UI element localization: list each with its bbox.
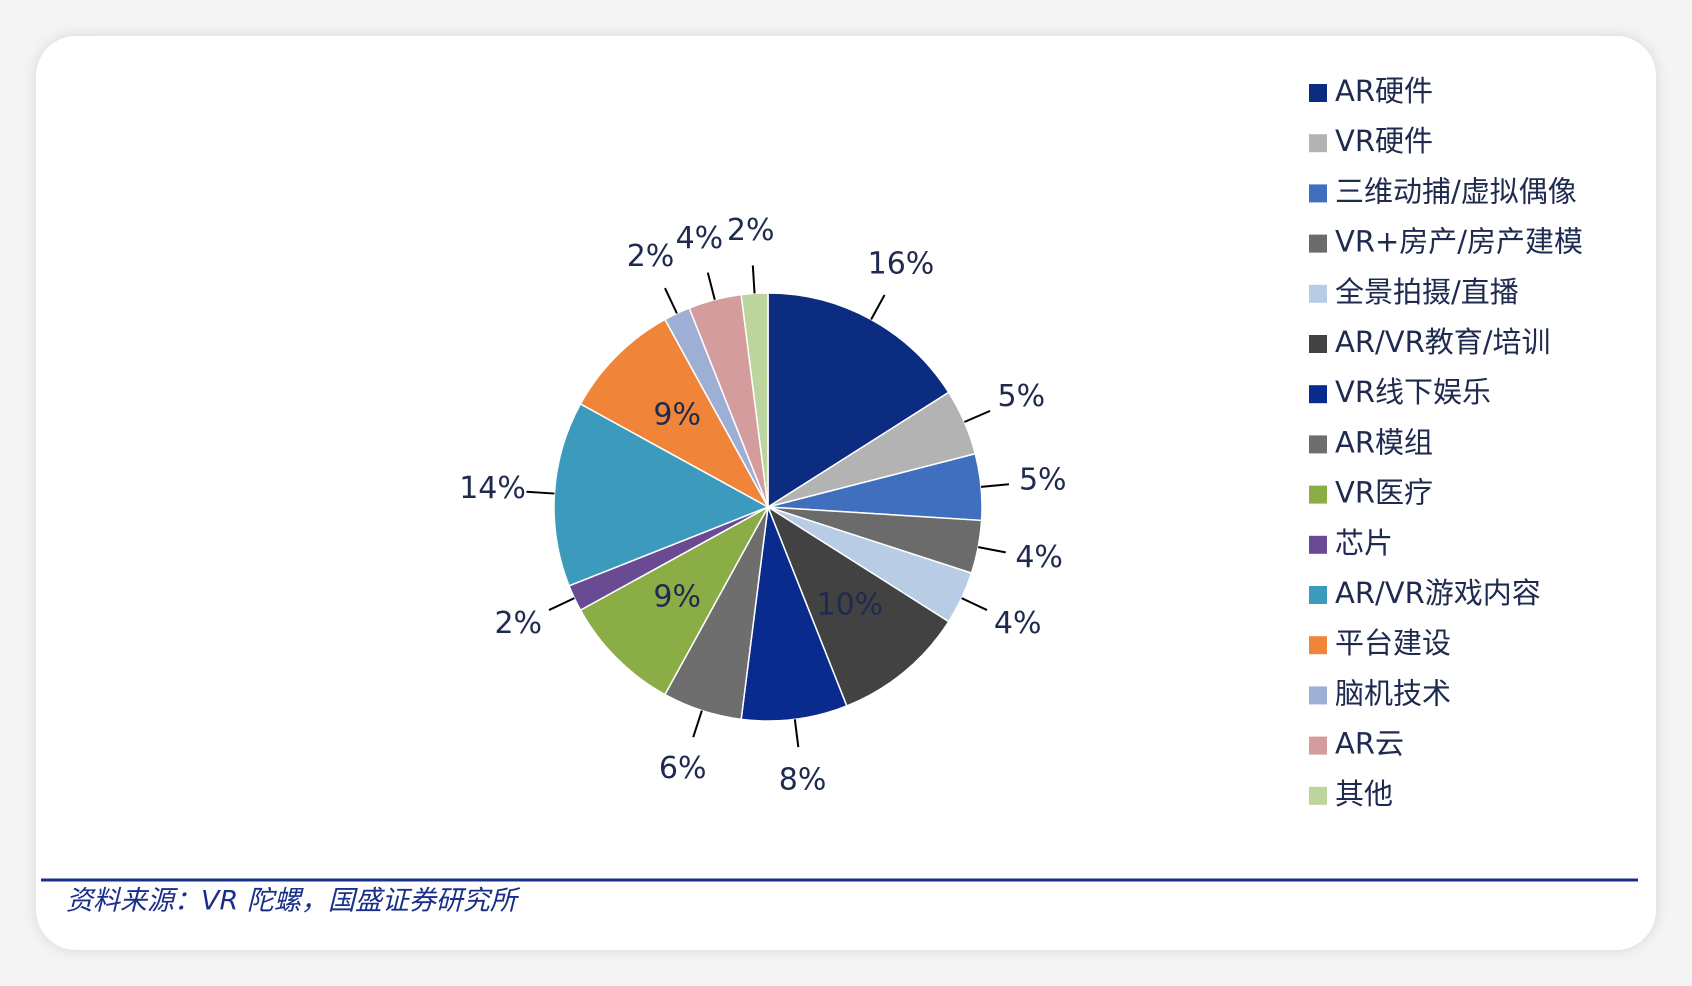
legend-swatch (1309, 786, 1327, 805)
leader-line (961, 597, 988, 611)
legend-label: VR医疗 (1335, 476, 1433, 510)
value-label: 9% (653, 579, 701, 614)
legend-label: AR/VR游戏内容 (1335, 576, 1541, 610)
value-label: 10% (817, 587, 884, 622)
legend-label: AR模组 (1335, 425, 1433, 459)
legend-label: VR硬件 (1335, 124, 1433, 158)
legend-swatch (1309, 686, 1327, 705)
leader-line (706, 272, 716, 300)
legend-label: AR硬件 (1335, 74, 1433, 108)
leader-line (978, 546, 1006, 554)
legend-swatch (1309, 284, 1327, 303)
leader-line (980, 483, 1010, 488)
legend-label: 其他 (1335, 777, 1393, 811)
legend-label: 三维动捕/虚拟偶像 (1335, 174, 1577, 208)
value-label: 2% (727, 213, 775, 248)
pie-slice (767, 292, 950, 509)
legend-swatch (1309, 385, 1327, 404)
value-label: 14% (459, 471, 526, 506)
legend-label: AR云 (1335, 727, 1404, 761)
legend-label: VR线下娱乐 (1335, 375, 1491, 409)
legend-swatch (1309, 84, 1327, 102)
legend-swatch (1309, 234, 1327, 253)
legend-swatch (1309, 184, 1327, 203)
leader-line (870, 294, 886, 320)
value-label: 4% (994, 606, 1042, 641)
legend-swatch (1309, 335, 1327, 353)
pie-slice (579, 318, 770, 509)
pie-slice (740, 506, 848, 722)
value-label: 8% (779, 762, 827, 797)
pie-slice (766, 505, 950, 707)
value-label: 5% (1019, 463, 1067, 498)
leader-line (692, 710, 703, 738)
leader-line (751, 265, 756, 294)
leader-line (964, 409, 991, 423)
value-label: 16% (868, 247, 935, 282)
value-label: 2% (494, 606, 542, 641)
value-label: 2% (627, 239, 675, 274)
legend-label: AR/VR教育/培训 (1335, 325, 1551, 359)
leader-line (793, 719, 800, 748)
legend-label: 脑机技术 (1335, 676, 1451, 710)
pie-slice (579, 505, 770, 696)
legend-swatch (1309, 636, 1327, 655)
legend-label: 芯片 (1335, 526, 1393, 560)
legend-swatch (1309, 485, 1327, 504)
source: 资料来源：VR 陀螺，国盛证券研究所 (66, 886, 521, 917)
value-label: 5% (998, 379, 1046, 414)
value-label: 4% (676, 221, 724, 256)
legend-swatch (1309, 435, 1327, 454)
legend-label: 全景拍摄/直播 (1335, 275, 1519, 309)
value-label: 6% (659, 751, 707, 786)
leader-line (548, 597, 575, 611)
legend-swatch (1309, 586, 1327, 604)
value-label: 4% (1015, 540, 1063, 575)
legend-swatch (1309, 535, 1327, 554)
leader-line (664, 287, 678, 314)
legend-label: VR+房产/房产建模 (1335, 225, 1583, 259)
legend-swatch (1309, 736, 1327, 755)
value-label: 9% (653, 398, 701, 433)
legend-swatch (1309, 134, 1327, 153)
legend-label: 平台建设 (1335, 626, 1451, 660)
leader-line (526, 490, 555, 495)
